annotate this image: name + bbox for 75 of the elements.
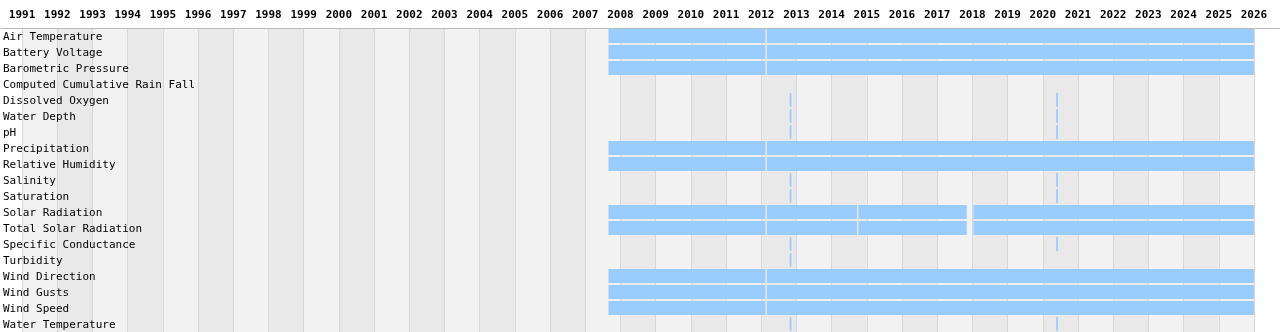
bar — [608, 221, 766, 235]
bar — [608, 61, 766, 75]
x-tick-label: 1991 — [8, 8, 36, 21]
x-tick-label: 2006 — [536, 8, 564, 21]
y-tick-label: Water Temperature — [3, 317, 116, 331]
x-tick-label: 1994 — [114, 8, 142, 21]
x-tick-label: 1998 — [255, 8, 282, 21]
x-tick-label: 2007 — [571, 8, 599, 21]
bar — [608, 205, 766, 219]
bar — [973, 221, 1254, 235]
x-tick-label: 1993 — [79, 8, 106, 21]
bar — [608, 269, 766, 283]
x-tick-label: 2019 — [994, 8, 1021, 21]
y-tick-label: Water Depth — [3, 109, 76, 123]
x-tick-label: 2016 — [888, 8, 916, 21]
bar — [766, 61, 1254, 75]
x-tick-label: 2002 — [396, 8, 423, 21]
x-tick-label: 2013 — [783, 8, 810, 21]
x-tick-label: 1992 — [44, 8, 71, 21]
y-tick-label: Total Solar Radiation — [3, 221, 143, 235]
bar — [973, 205, 1254, 219]
bar — [608, 285, 766, 299]
x-tick-label: 1995 — [149, 8, 177, 21]
y-tick-label: Air Temperature — [3, 29, 103, 43]
x-tick-label: 1997 — [220, 8, 247, 21]
x-tick-label: 1996 — [184, 8, 212, 21]
x-tick-label: 2024 — [1170, 8, 1198, 21]
bar — [766, 285, 1254, 299]
y-tick-label: pH — [3, 125, 17, 139]
bar — [766, 141, 1254, 155]
x-tick-label: 2014 — [818, 8, 846, 21]
y-tick-label: Solar Radiation — [3, 205, 103, 219]
y-tick-label: Salinity — [3, 173, 57, 187]
y-tick-label: Barometric Pressure — [3, 61, 129, 75]
x-tick-label: 2018 — [959, 8, 986, 21]
x-tick-label: 2025 — [1205, 8, 1233, 21]
bar — [608, 141, 766, 155]
y-tick-label: Dissolved Oxygen — [3, 93, 109, 107]
x-tick-label: 2010 — [677, 8, 705, 21]
x-tick-label: 2015 — [853, 8, 881, 21]
x-tick-label: 2023 — [1135, 8, 1162, 21]
x-tick-label: 2004 — [466, 8, 494, 21]
x-tick-label: 2009 — [642, 8, 669, 21]
bar — [766, 269, 1254, 283]
x-tick-label: 2026 — [1240, 8, 1268, 21]
bar — [766, 29, 1254, 43]
y-tick-label: Precipitation — [3, 141, 90, 155]
x-tick-label: 2012 — [747, 8, 775, 21]
y-tick-label: Wind Gusts — [3, 285, 70, 299]
bar — [608, 157, 766, 171]
y-tick-label: Relative Humidity — [3, 157, 116, 171]
y-tick-label: Wind Direction — [3, 269, 96, 283]
x-tick-label: 2020 — [1029, 8, 1057, 21]
x-tick-label: 2003 — [431, 8, 458, 21]
bar — [766, 301, 1254, 315]
x-tick-label: 2022 — [1099, 8, 1127, 21]
x-tick-label: 2017 — [923, 8, 951, 21]
x-tick-label: 2021 — [1064, 8, 1092, 21]
y-tick-label: Wind Speed — [3, 301, 70, 315]
x-tick-label: 2005 — [501, 8, 529, 21]
x-tick-label: 2011 — [712, 8, 740, 21]
x-tick-label: 2008 — [607, 8, 634, 21]
bar — [608, 301, 766, 315]
x-tick-label: 1999 — [290, 8, 317, 21]
bar — [608, 45, 766, 59]
y-tick-label: Battery Voltage — [3, 45, 103, 59]
bar — [766, 45, 1254, 59]
y-tick-label: Computed Cumulative Rain Fall — [3, 77, 196, 91]
bar — [608, 29, 766, 43]
x-tick-label: 2000 — [325, 8, 353, 21]
y-tick-label: Specific Conductance — [3, 237, 136, 251]
y-tick-label: Saturation — [3, 189, 70, 203]
y-tick-label: Turbidity — [3, 253, 63, 267]
bar — [766, 157, 1254, 171]
x-tick-label: 2001 — [360, 8, 388, 21]
